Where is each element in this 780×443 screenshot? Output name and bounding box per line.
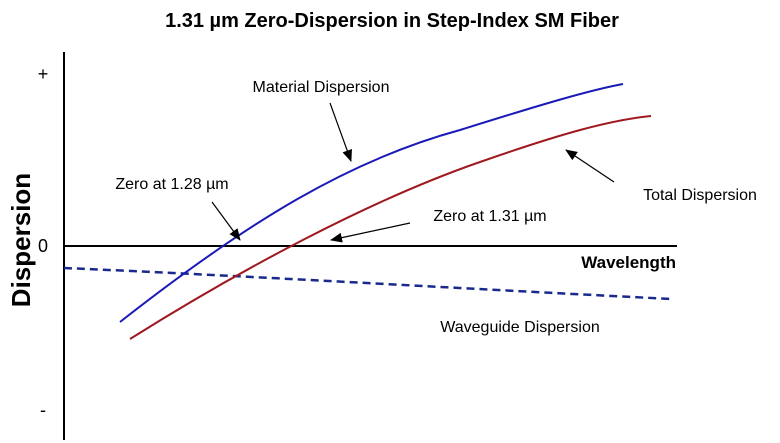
material-dispersion-label: Material Dispersion (253, 79, 390, 96)
material-dispersion-arrow (329, 102, 352, 162)
y-zero-mark: 0 (38, 236, 48, 256)
zero-total-arrow (330, 222, 411, 243)
x-axis-label: Wavelength (581, 253, 676, 272)
material-dispersion-curve (119, 83, 624, 323)
y-plus-mark: + (38, 64, 49, 84)
y-minus-mark: - (40, 400, 46, 420)
zero-material-label: Zero at 1.28 µm (115, 176, 228, 193)
waveguide-dispersion-curve (63, 266, 673, 301)
waveguide-dispersion-label: Waveguide Dispersion (440, 319, 599, 336)
y-axis-label: Dispersion (6, 173, 36, 307)
total-dispersion-curve (129, 115, 652, 340)
total-dispersion-label: Total Dispersion (643, 187, 757, 204)
total-dispersion-arrow (565, 149, 615, 183)
zero-material-arrow (211, 201, 241, 241)
zero-total-label: Zero at 1.31 µm (433, 208, 546, 225)
diagram-title: 1.31 µm Zero-Dispersion in Step-Index SM… (165, 10, 619, 32)
